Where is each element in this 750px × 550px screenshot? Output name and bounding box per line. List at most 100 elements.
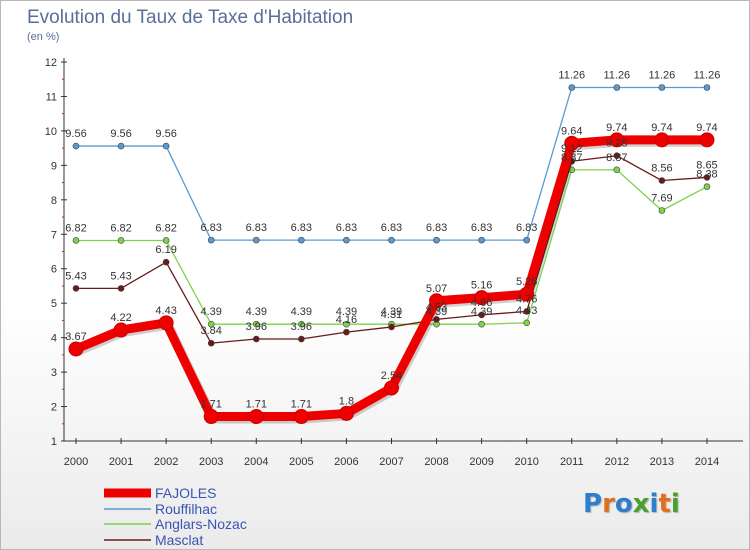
data-label: 6.83 <box>291 222 312 234</box>
data-label: 3.96 <box>291 321 312 333</box>
x-tick-label: 2008 <box>424 456 448 468</box>
data-label: 3.67 <box>65 331 86 343</box>
legend-label: FAJOLES <box>155 485 216 501</box>
x-tick-label: 2004 <box>244 456 268 468</box>
data-point <box>658 84 666 91</box>
data-point <box>478 236 485 244</box>
data-point <box>252 335 260 343</box>
data-point <box>523 236 531 244</box>
data-point <box>703 183 711 191</box>
data-label: 9.56 <box>155 128 176 140</box>
data-label: 6.83 <box>381 222 402 234</box>
data-label: 4.39 <box>336 306 357 318</box>
data-point <box>248 409 264 425</box>
y-tick-label: 7 <box>51 229 57 241</box>
data-label: 11.26 <box>603 69 630 81</box>
x-tick-label: 2009 <box>469 456 493 468</box>
data-point <box>474 290 490 306</box>
data-label: 4.39 <box>246 306 267 318</box>
data-label: 4.39 <box>471 306 492 318</box>
data-label: 4.43 <box>516 305 537 317</box>
data-label: 7.69 <box>651 192 672 204</box>
data-label: 5.07 <box>426 283 447 295</box>
data-point <box>564 135 580 151</box>
data-label: 1.8 <box>339 395 354 407</box>
data-label: 4.22 <box>110 312 131 324</box>
logo-letter: o <box>614 489 633 519</box>
data-label: 6.83 <box>426 222 447 234</box>
y-tick-label: 10 <box>45 126 57 138</box>
x-tick-label: 2012 <box>605 456 629 468</box>
data-point <box>72 237 80 244</box>
x-tick-label: 2014 <box>695 456 719 468</box>
data-label: 9.28 <box>606 138 627 150</box>
data-label: 4.31 <box>381 309 402 321</box>
legend-label: Masclat <box>155 532 203 548</box>
data-label: 1.71 <box>291 399 312 411</box>
data-label: 8.65 <box>696 159 717 171</box>
data-label: 4.43 <box>155 305 176 317</box>
logo-letter: r <box>602 489 615 519</box>
data-label: 4.76 <box>516 293 537 305</box>
data-label: 6.83 <box>516 222 537 234</box>
data-point <box>298 320 305 328</box>
logo-letter: P <box>583 489 603 519</box>
series-fajoles <box>68 132 715 425</box>
data-label: 2.54 <box>381 370 402 382</box>
chart-title: Evolution du Taux de Taxe d'Habitation <box>27 7 354 28</box>
series-rouffilhac <box>72 84 711 244</box>
data-label: 6.83 <box>471 222 492 234</box>
data-point <box>72 142 80 150</box>
data-point <box>433 236 440 244</box>
data-point <box>162 142 170 150</box>
data-label: 5.43 <box>110 270 131 282</box>
data-label: 4.66 <box>471 297 492 309</box>
y-tick-label: 4 <box>51 333 57 345</box>
data-point <box>298 236 305 244</box>
data-label: 5.26 <box>516 276 537 288</box>
data-point <box>293 409 309 425</box>
data-point <box>388 236 395 244</box>
data-point <box>523 308 531 315</box>
data-label: 4.53 <box>426 301 447 313</box>
data-point <box>568 84 576 91</box>
data-point <box>72 285 80 292</box>
x-tick-label: 2002 <box>154 456 178 468</box>
data-point <box>252 320 260 328</box>
data-label: 9.74 <box>606 122 627 134</box>
data-point <box>343 236 350 244</box>
data-point <box>117 285 125 292</box>
data-label: 9.12 <box>561 143 582 155</box>
data-point <box>252 236 260 244</box>
data-label: 4.39 <box>381 306 402 318</box>
y-tick-label: 8 <box>51 195 57 207</box>
chart-subtitle: (en %) <box>27 31 60 43</box>
data-label: 11.26 <box>649 69 676 81</box>
data-point <box>298 335 305 343</box>
data-point <box>162 258 170 266</box>
data-label: 11.26 <box>558 69 585 81</box>
logo-letter: t <box>658 489 671 519</box>
x-tick-label: 2003 <box>199 456 223 468</box>
data-label: 5.16 <box>471 280 492 292</box>
data-point <box>158 315 174 331</box>
x-tick-label: 2000 <box>64 456 88 468</box>
logo-letter: i <box>649 489 659 519</box>
data-label: 8.38 <box>696 169 717 181</box>
data-point <box>703 174 711 181</box>
data-label: 9.74 <box>696 122 717 134</box>
y-tick-label: 11 <box>46 91 57 103</box>
data-point <box>113 322 129 338</box>
data-label: 6.82 <box>155 222 176 234</box>
data-point <box>613 84 621 91</box>
data-point <box>338 405 354 421</box>
proxiti-logo: Proxiti <box>583 489 680 519</box>
data-label: 6.83 <box>246 222 267 234</box>
data-label: 9.64 <box>561 125 582 137</box>
data-label: 6.83 <box>200 222 221 234</box>
data-point <box>68 341 84 357</box>
data-point <box>523 319 531 327</box>
data-label: 9.56 <box>110 128 131 140</box>
